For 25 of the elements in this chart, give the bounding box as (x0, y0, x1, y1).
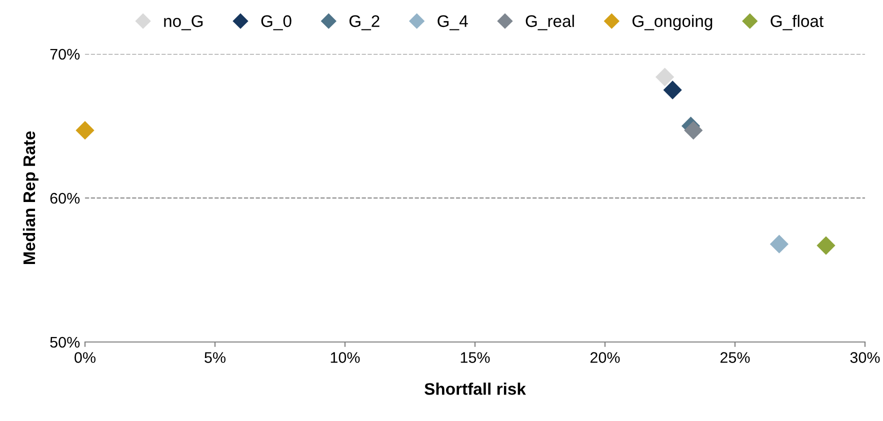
x-tick-label: 5% (204, 352, 226, 363)
x-tick-label: 25% (720, 352, 750, 363)
y-axis-title: Median Rep Rate (22, 131, 38, 264)
point (770, 234, 789, 254)
point (76, 121, 94, 140)
legend-label: G_0 (261, 15, 292, 30)
point (816, 236, 836, 255)
x-tick-label: 15% (460, 352, 490, 363)
y-tick-label: 50% (50, 336, 80, 348)
x-tick-label: 10% (330, 352, 360, 363)
point (663, 80, 682, 100)
x-tick-label: 0% (74, 352, 96, 363)
legend-label: no_G (164, 15, 203, 30)
y-tick-label: 60% (50, 192, 80, 204)
legend-label: G_4 (438, 15, 468, 30)
x-tick-label: 30% (850, 352, 880, 363)
point (655, 68, 674, 86)
x-tick-label: 20% (590, 352, 620, 363)
point (684, 121, 703, 140)
x-axis-title: Shortfall risk (424, 382, 526, 395)
legend-label: G_ongoing (632, 14, 712, 30)
legend-label: G_real (526, 14, 574, 30)
y-tick-label: 70% (50, 48, 80, 60)
legend-label: G_2 (349, 15, 380, 30)
legend-label: G_float (770, 14, 824, 30)
